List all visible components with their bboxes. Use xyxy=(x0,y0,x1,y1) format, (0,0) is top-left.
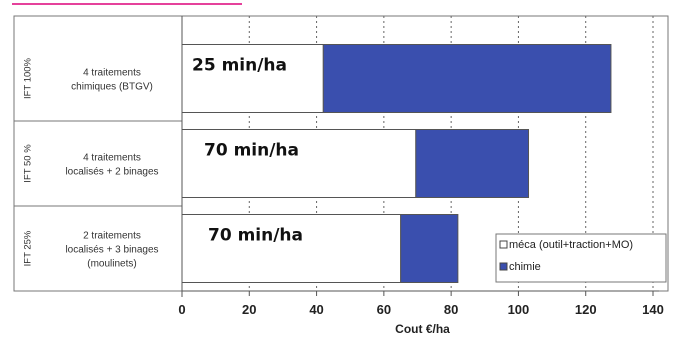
x-tick-label-6: 120 xyxy=(575,302,597,317)
header-accent-strip xyxy=(0,0,683,10)
category-label-0-line-0: 4 traitements xyxy=(83,68,141,79)
data-label-2: 70 min/ha xyxy=(208,226,303,246)
legend-label-1: chimie xyxy=(509,261,541,273)
category-label-2-line-1: localisés + 3 binages xyxy=(65,245,158,256)
x-tick-label-1: 20 xyxy=(242,302,256,317)
x-tick-label-5: 100 xyxy=(508,302,530,317)
bar-meca-0 xyxy=(181,44,324,113)
data-label-1: 70 min/ha xyxy=(204,141,299,161)
x-tick-label-3: 60 xyxy=(377,302,391,317)
x-tick-label-0: 0 xyxy=(178,302,185,317)
bar-chimie-0 xyxy=(322,44,612,113)
x-axis-title: Cout €/ha xyxy=(395,322,450,336)
category-label-2-line-2: (moulinets) xyxy=(87,259,136,270)
legend-label-0: méca (outil+traction+MO) xyxy=(509,239,633,251)
legend-box xyxy=(495,233,667,283)
category-label-0-line-1: chimiques (BTGV) xyxy=(71,82,153,93)
category-group-label-1: IFT 50 % xyxy=(23,144,34,183)
data-label-0: 25 min/ha xyxy=(192,56,287,76)
x-tick-label-2: 40 xyxy=(309,302,323,317)
category-label-2-line-0: 2 traitements xyxy=(83,231,141,242)
bar-chimie-2 xyxy=(400,214,459,283)
legend-swatch-0 xyxy=(499,240,508,249)
category-group-label-2: IFT 25% xyxy=(23,230,34,266)
x-tick-label-7: 140 xyxy=(642,302,664,317)
bar-chimie-1 xyxy=(415,129,530,198)
category-group-label-0: IFT 100% xyxy=(23,57,34,99)
bar-meca-2 xyxy=(181,214,402,283)
category-label-1-line-1: localisés + 2 binages xyxy=(65,167,158,178)
legend-swatch-1 xyxy=(499,262,508,271)
x-tick-label-4: 80 xyxy=(444,302,458,317)
category-label-1-line-0: 4 traitements xyxy=(83,153,141,164)
